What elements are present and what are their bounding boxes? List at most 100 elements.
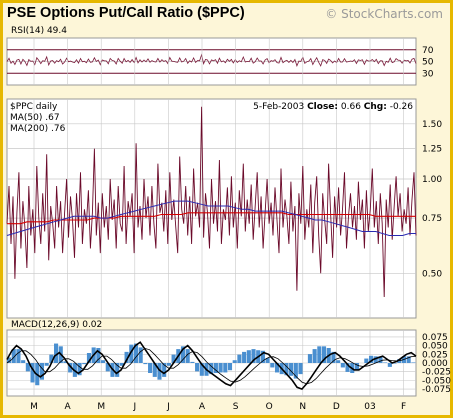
x-tick-label: D [333, 402, 340, 412]
macd-histogram-bar [63, 361, 68, 363]
macd-histogram-bar [284, 363, 289, 376]
macd-signal-line [6, 347, 417, 385]
macd-histogram-bar [218, 363, 223, 373]
x-tick-label: S [233, 402, 239, 412]
macd-histogram-bar [101, 360, 106, 363]
price-tick-label: 1.00 [422, 175, 442, 185]
x-tick-label: F [401, 402, 406, 412]
macd-histogram-bar [199, 363, 204, 376]
x-tick-label: J [132, 402, 136, 412]
macd-histogram-bar [133, 343, 139, 363]
macd-histogram-bar [317, 346, 322, 363]
chart-title: PSE Options Put/Call Ratio ($PPC) [7, 5, 245, 21]
macd-histogram-bar [157, 363, 162, 380]
macd-histogram-bar [213, 363, 218, 374]
price-info-key: Close: [307, 102, 338, 112]
macd-tick-label: -0.050 [422, 376, 451, 386]
x-tick-label: M [30, 402, 38, 412]
x-tick-label: A [199, 402, 206, 412]
macd-histogram-bar [289, 363, 294, 376]
macd-tick-label: 0.025 [422, 350, 448, 360]
macd-histogram-bar [148, 363, 153, 374]
price-tick-label: 1.25 [422, 145, 442, 155]
macd-histogram-bar [345, 363, 350, 372]
macd-histogram-bar [16, 349, 21, 363]
x-tick-label: 03 [364, 402, 375, 412]
macd-tick-label: 0.075 [422, 333, 448, 343]
macd-histogram-bar [406, 356, 411, 363]
macd-histogram-bar [331, 351, 336, 363]
price-info-key: Chg: [364, 102, 387, 112]
macd-histogram-bar [119, 363, 124, 366]
macd-histogram-bar [21, 360, 26, 363]
macd-histogram-bar [11, 349, 16, 363]
macd-histogram-bar [44, 363, 49, 366]
macd-histogram-bar [162, 363, 167, 377]
macd-histogram-bar [143, 363, 148, 365]
macd-histogram-bar [298, 363, 303, 375]
macd-histogram-bar [25, 363, 30, 372]
price-info-line: 5-Feb-2003 Close: 0.66 Chg: -0.26 [253, 102, 413, 112]
macd-histogram-bar [293, 363, 298, 379]
macd-line [6, 341, 417, 391]
legend-ma200: MA(200) .76 [10, 124, 66, 134]
ma50-line [6, 200, 416, 236]
macd-histogram-bar [185, 349, 190, 363]
price-tick-label: 1.50 [422, 120, 442, 130]
macd-histogram-bar [195, 363, 200, 372]
macd-histogram-bar [336, 360, 341, 363]
macd-histogram-bar [39, 363, 45, 380]
rsi-tick-label: 50 [422, 58, 434, 68]
price-tick-label: 0.75 [422, 214, 442, 224]
macd-histogram-bar [7, 357, 12, 363]
macd-histogram-bar [312, 349, 317, 363]
macd-histogram-bar [190, 361, 195, 363]
macd-histogram-bar [82, 363, 87, 365]
macd-histogram-bar [270, 363, 275, 368]
macd-label: MACD(12,26,9) 0.02 [11, 320, 102, 330]
macd-histogram-bar [96, 347, 101, 363]
legend-ppc-daily: $PPC daily [10, 102, 58, 112]
ma200-line [7, 212, 416, 225]
x-tick-label: A [65, 402, 72, 412]
macd-histogram-bar [77, 363, 82, 376]
macd-histogram-bar [260, 350, 265, 363]
macd-histogram-bar [209, 363, 214, 375]
macd-histogram-bar [237, 354, 242, 363]
macd-histogram-bar [124, 351, 129, 363]
macd-tick-label: -0.075 [422, 385, 451, 395]
macd-histogram-bar [307, 354, 312, 363]
macd-histogram-bar [129, 344, 134, 363]
price-tick-label: 0.50 [422, 269, 442, 279]
macd-histogram-bar [138, 347, 143, 363]
macd-histogram-bar [152, 363, 157, 377]
price-panel [6, 98, 417, 319]
macd-histogram-bar [86, 352, 92, 363]
x-tick-label: N [299, 402, 306, 412]
macd-histogram-bar [171, 354, 176, 363]
macd-histogram-bar [223, 363, 228, 373]
macd-histogram-bar [274, 363, 280, 373]
macd-histogram-bar [392, 363, 397, 364]
macd-histogram-bar [49, 354, 54, 363]
macd-histogram-bar [232, 360, 237, 363]
macd-histogram-bar [368, 355, 374, 363]
macd-histogram-bar [246, 350, 251, 363]
macd-histogram-bar [265, 357, 270, 363]
macd-histogram-bar [105, 363, 110, 372]
macd-histogram-bar [251, 349, 256, 363]
macd-tick-label: 0.000 [422, 359, 448, 369]
macd-histogram-bar [340, 363, 345, 368]
legend-ma50: MA(50) .67 [10, 113, 60, 123]
macd-histogram-bar [166, 363, 171, 366]
macd-histogram-bar [115, 363, 120, 377]
rsi-line [6, 53, 417, 67]
price-info-value: 0.66 [338, 102, 364, 112]
macd-histogram-bar [411, 362, 416, 363]
macd-histogram-bar [383, 362, 388, 363]
macd-histogram-bar [364, 358, 369, 363]
macd-histogram-bar [30, 363, 35, 383]
macd-histogram-bar [378, 356, 383, 363]
macd-histogram-bar [68, 363, 73, 373]
